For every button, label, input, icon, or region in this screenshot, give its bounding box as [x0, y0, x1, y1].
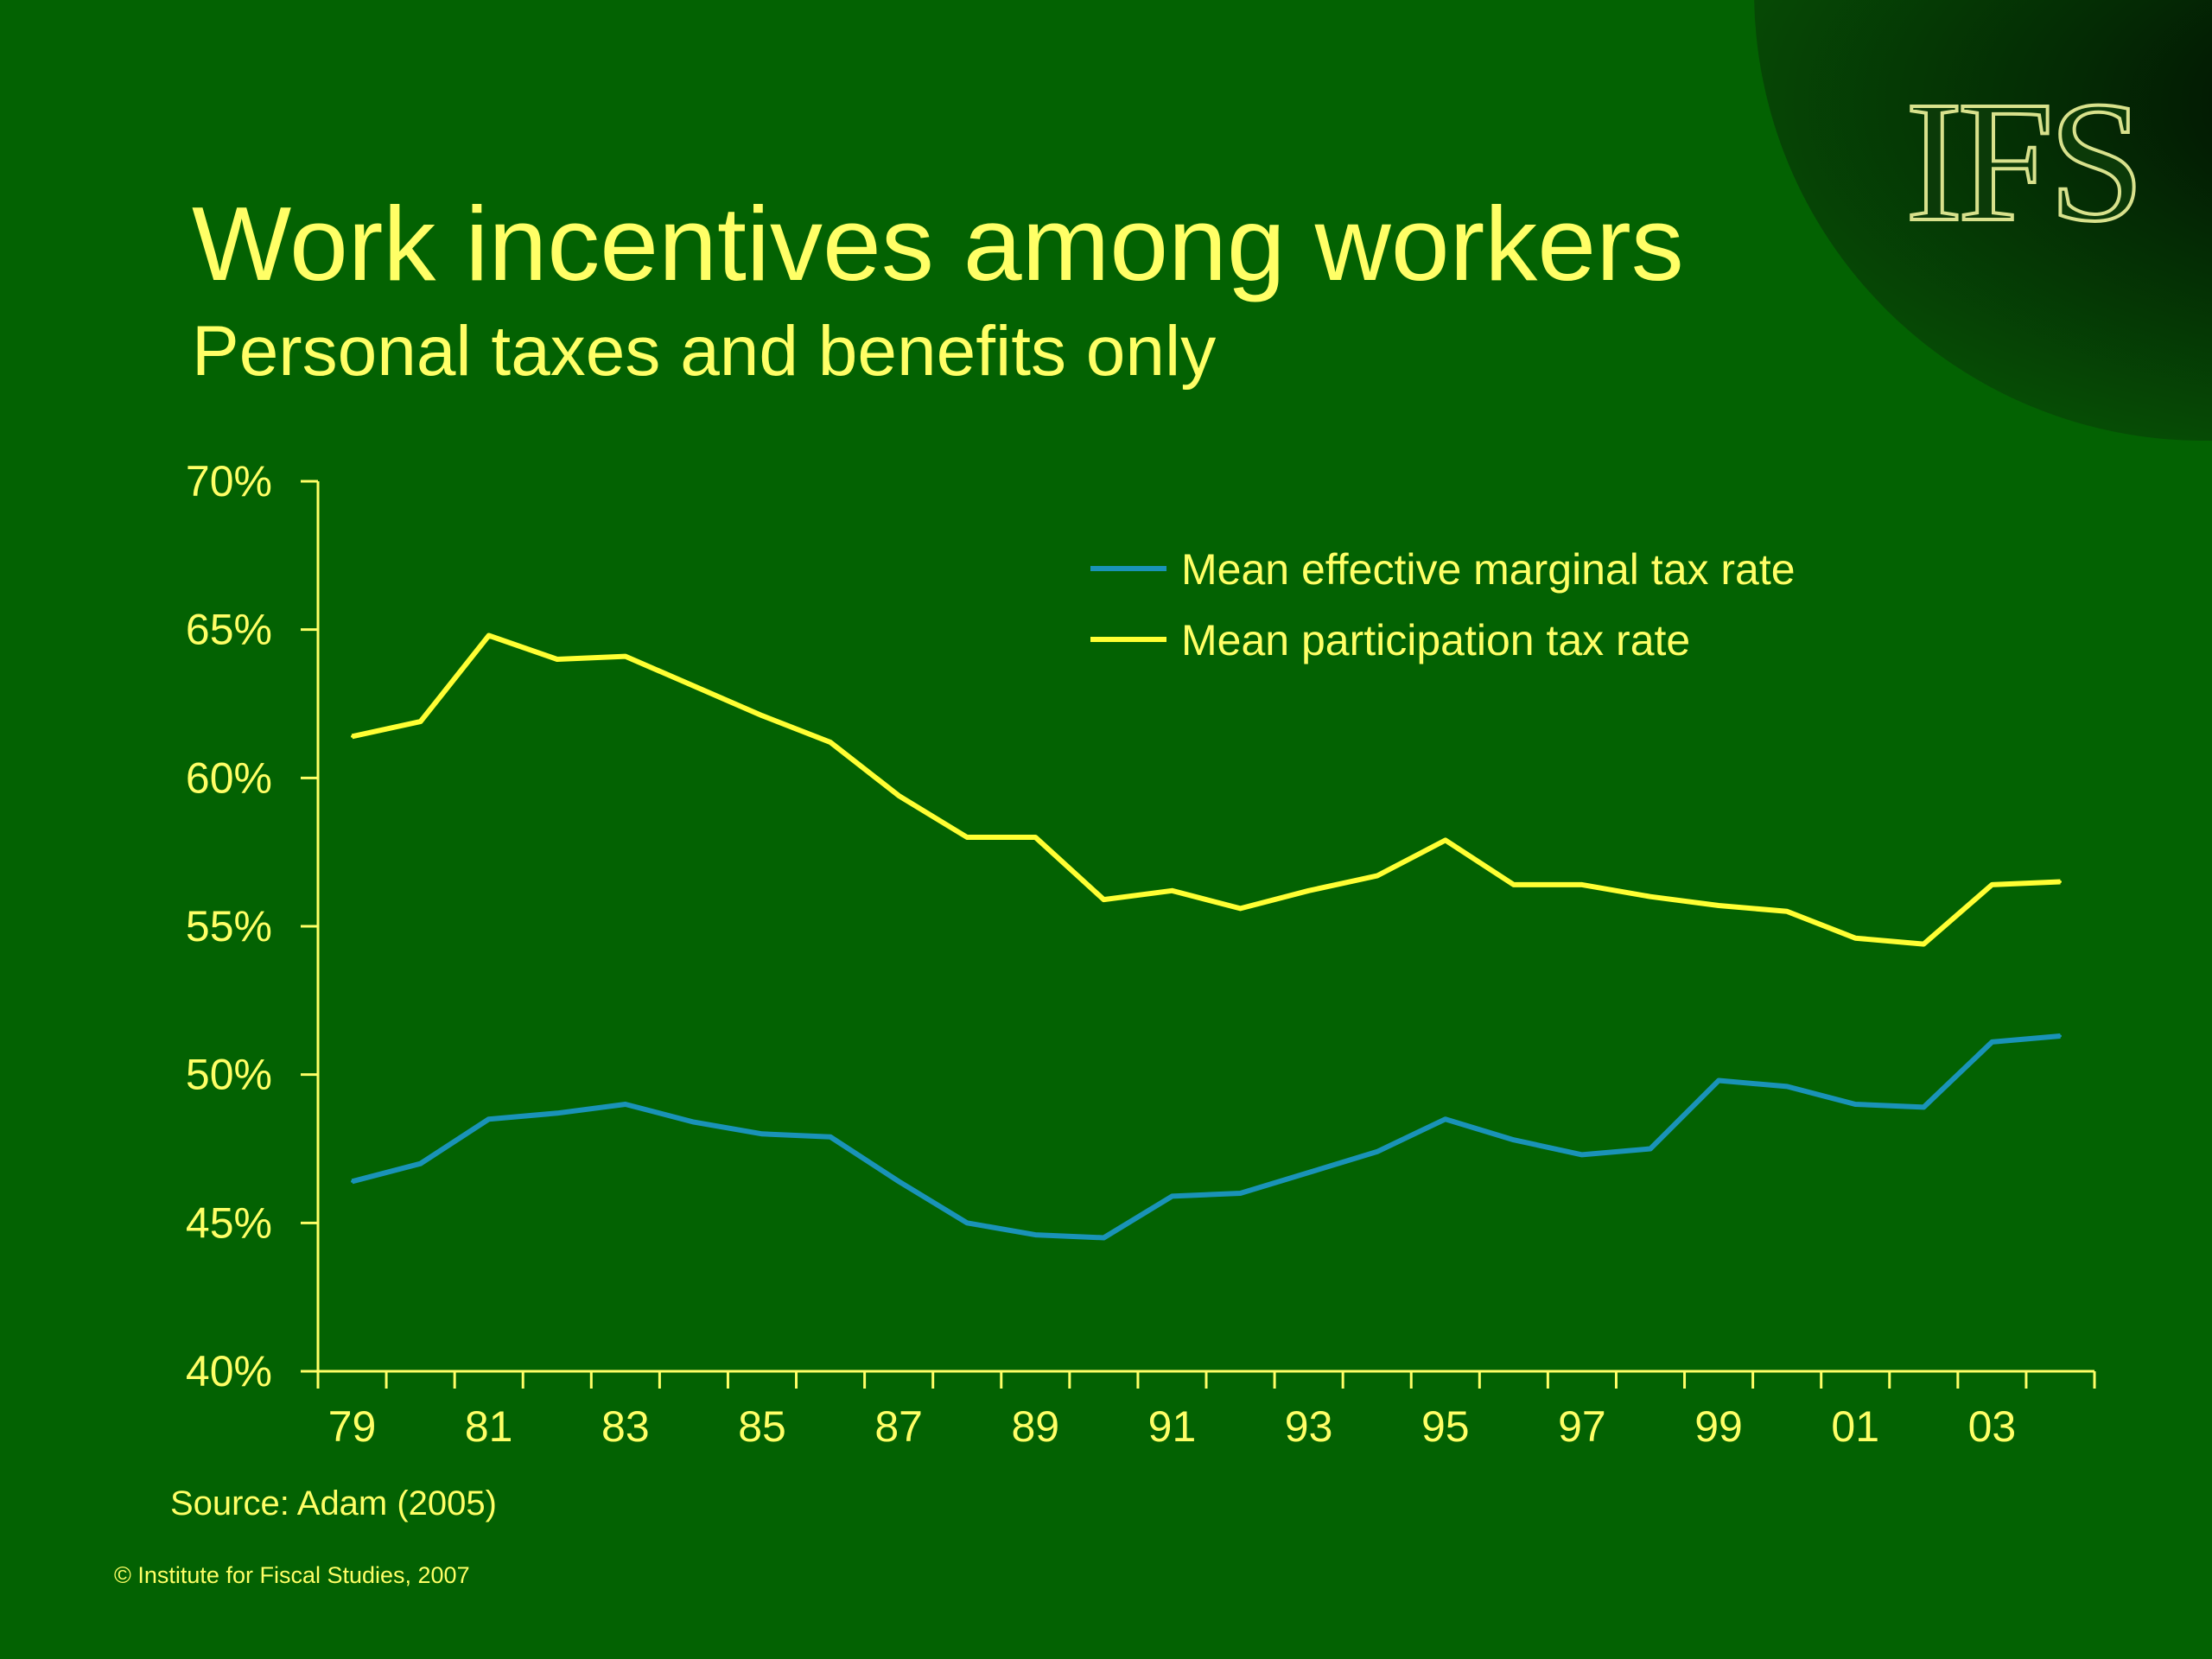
x-tick-label: 01: [1831, 1402, 1879, 1451]
data-point: [351, 734, 354, 738]
data-point: [2058, 1034, 2062, 1038]
data-point: [692, 684, 696, 688]
data-point: [419, 720, 423, 723]
y-tick-label: 70%: [186, 457, 272, 505]
data-point: [760, 1132, 764, 1135]
ifs-logo: IFS: [1904, 67, 2146, 257]
data-point: [487, 634, 491, 638]
series-marginal-line: [351, 1033, 2061, 1241]
legend-participation-label: Mean participation tax rate: [1181, 616, 1690, 664]
data-point: [1990, 883, 1993, 887]
data-point: [419, 1162, 423, 1166]
copyright-note: © Institute for Fiscal Studies, 2007: [114, 1562, 470, 1588]
data-point: [1239, 1192, 1243, 1195]
data-point: [1649, 895, 1652, 899]
data-point: [1307, 1171, 1311, 1174]
data-point: [624, 655, 627, 658]
series-participation-line: [351, 632, 2061, 947]
data-point: [1853, 1103, 1857, 1106]
y-tick-label: 60%: [186, 753, 272, 802]
data-point: [692, 1121, 696, 1124]
data-point: [760, 714, 764, 717]
data-point: [1922, 943, 1925, 946]
data-point: [1102, 1236, 1105, 1239]
chart-lines: [351, 632, 2062, 1241]
chart-legend: Mean effective marginal tax rate Mean par…: [1090, 545, 1796, 664]
x-tick-label: 83: [601, 1402, 650, 1451]
data-point: [829, 1135, 832, 1139]
data-point: [1785, 1084, 1789, 1088]
x-tick-label: 03: [1968, 1402, 2017, 1451]
slide-title: Work incentives among workers: [192, 185, 1684, 302]
data-point: [1922, 1105, 1925, 1109]
data-point: [1239, 906, 1243, 910]
data-point: [624, 1103, 627, 1106]
legend-marginal-label: Mean effective marginal tax rate: [1181, 545, 1796, 594]
y-tick-label: 55%: [186, 902, 272, 950]
data-point: [1033, 836, 1037, 839]
data-point: [1444, 1117, 1447, 1121]
data-point: [556, 1111, 559, 1115]
x-tick-label: 85: [738, 1402, 786, 1451]
y-tick-label: 50%: [186, 1051, 272, 1099]
data-point: [556, 658, 559, 661]
y-tick-label: 40%: [186, 1347, 272, 1395]
source-note: Source: Adam (2005): [170, 1484, 497, 1522]
y-tick-label: 65%: [186, 606, 272, 654]
x-tick-label: 97: [1558, 1402, 1606, 1451]
data-point: [1102, 898, 1105, 901]
x-tick-label: 81: [465, 1402, 513, 1451]
data-point: [1376, 874, 1379, 878]
y-tick-label: 45%: [186, 1198, 272, 1247]
x-tick-label: 79: [328, 1402, 377, 1451]
data-point: [1307, 889, 1311, 893]
data-point: [897, 1179, 900, 1183]
data-point: [2058, 880, 2062, 883]
data-point: [1717, 904, 1720, 907]
x-tick-label: 99: [1694, 1402, 1743, 1451]
chart-axes: 40% 45% 50% 55% 60% 65% 70% 79 81 83 85 87 89 91 93 95 9…: [186, 457, 2096, 1451]
data-point: [1376, 1150, 1379, 1154]
slide-subtitle: Personal taxes and benefits only: [192, 312, 1217, 391]
data-point: [1717, 1079, 1720, 1083]
data-point: [1170, 1194, 1173, 1198]
x-tick-label: 87: [874, 1402, 923, 1451]
data-point: [351, 1179, 354, 1183]
x-tick-label: 91: [1148, 1402, 1197, 1451]
data-point: [1990, 1040, 1993, 1044]
data-point: [1444, 838, 1447, 842]
x-tick-label: 89: [1011, 1402, 1059, 1451]
data-point: [965, 1221, 969, 1224]
data-point: [1785, 910, 1789, 913]
data-point: [487, 1117, 491, 1121]
data-point: [1170, 889, 1173, 893]
data-point: [1649, 1147, 1652, 1150]
data-point: [965, 836, 969, 839]
data-point: [1580, 883, 1584, 887]
data-point: [1512, 883, 1516, 887]
data-point: [1512, 1138, 1516, 1141]
data-point: [1853, 937, 1857, 940]
data-point: [897, 794, 900, 798]
x-tick-label: 93: [1285, 1402, 1333, 1451]
x-tick-label: 95: [1421, 1402, 1470, 1451]
data-point: [1580, 1153, 1584, 1156]
data-point: [1033, 1233, 1037, 1236]
data-point: [829, 741, 832, 744]
